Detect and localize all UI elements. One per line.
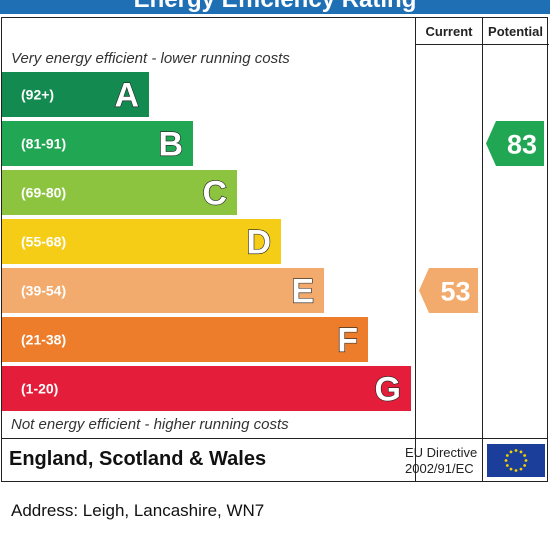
eu-star: [523, 454, 527, 457]
eu-star: [509, 450, 513, 454]
band-f-letter: F: [337, 322, 358, 360]
band-f-range: (21-38): [21, 332, 66, 348]
band-g-letter: G: [375, 371, 401, 409]
eu-star: [514, 449, 518, 452]
band-f-bar: [2, 317, 368, 362]
column-header-potential: Potential: [488, 24, 543, 39]
header-bar: Energy Efficiency Rating: [0, 0, 550, 14]
band-d-letter: D: [246, 224, 271, 262]
eu-flag-icon: [487, 444, 545, 477]
band-a-bar: [2, 72, 149, 117]
footer-divider: [1, 438, 548, 439]
eu-star: [505, 454, 509, 457]
band-d-bar: [2, 219, 281, 264]
eu-star: [505, 464, 509, 467]
band-c-bar: [2, 170, 237, 215]
top-note: Very energy efficient - lower running co…: [11, 50, 290, 67]
chart-frame: [1, 17, 548, 482]
chart-title: Energy Efficiency Rating: [0, 0, 550, 14]
band-d-range: (55-68): [21, 234, 66, 250]
band-g-bar: [2, 366, 411, 411]
band-b-range: (81-91): [21, 136, 66, 152]
band-b-bar: [2, 121, 193, 166]
eu-star: [523, 464, 527, 467]
band-a-letter: A: [114, 77, 139, 115]
divider-current: [415, 17, 416, 482]
potential-rating-arrow: [486, 121, 544, 166]
column-header-divider: [415, 44, 549, 45]
current-rating-value: 53: [440, 277, 470, 307]
divider-potential: [482, 17, 483, 482]
band-b-letter: B: [158, 126, 183, 164]
band-e-bar: [2, 268, 324, 313]
band-a-range: (92+): [21, 87, 54, 103]
footer-country: England, Scotland & Wales: [9, 448, 267, 470]
band-c-letter: C: [202, 175, 227, 213]
potential-rating-value: 83: [507, 130, 537, 160]
band-e-letter: E: [291, 273, 314, 311]
eu-star: [504, 459, 508, 462]
address: Address: Leigh, Lancashire, WN7: [11, 501, 265, 520]
directive-line-1: EU Directive: [405, 445, 478, 460]
eu-star: [514, 469, 518, 472]
bottom-note: Not energy efficient - higher running co…: [11, 416, 289, 433]
current-rating-arrow: [419, 268, 478, 313]
band-c-range: (69-80): [21, 185, 66, 201]
eu-star: [519, 450, 523, 454]
eu-star: [524, 459, 528, 462]
band-g-range: (1-20): [21, 381, 58, 397]
eu-star: [519, 467, 523, 471]
eu-directive: EU Directive 2002/91/EC: [405, 445, 477, 477]
directive-line-2: 2002/91/EC: [405, 461, 474, 476]
band-e-range: (39-54): [21, 283, 66, 299]
column-header-current: Current: [425, 24, 473, 39]
eu-star: [509, 467, 513, 471]
